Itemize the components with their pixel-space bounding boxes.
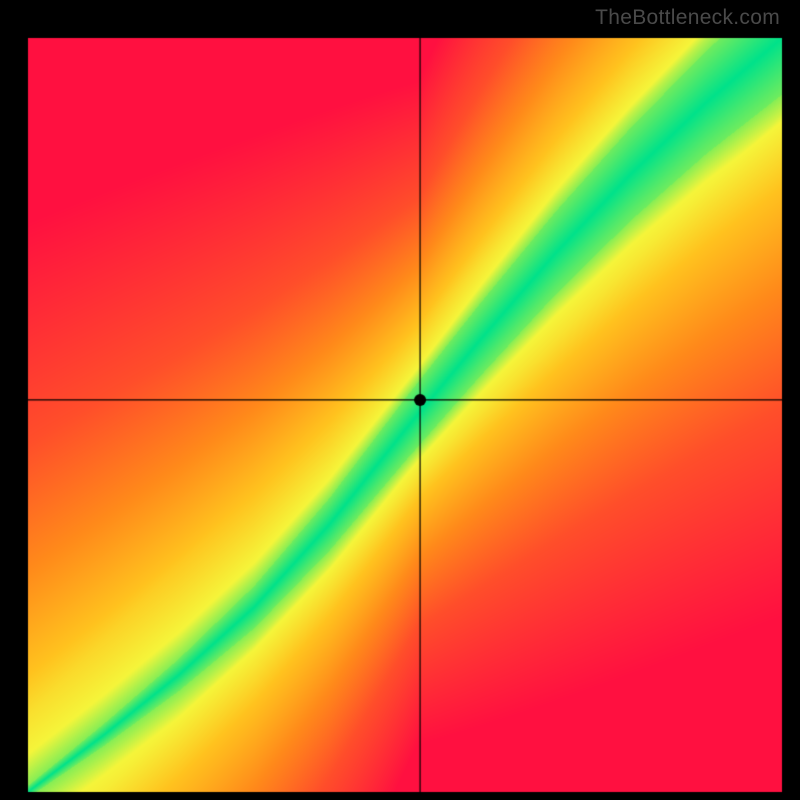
chart-container: TheBottleneck.com (0, 0, 800, 800)
heatmap-canvas (0, 0, 800, 800)
watermark-label: TheBottleneck.com (595, 6, 780, 30)
